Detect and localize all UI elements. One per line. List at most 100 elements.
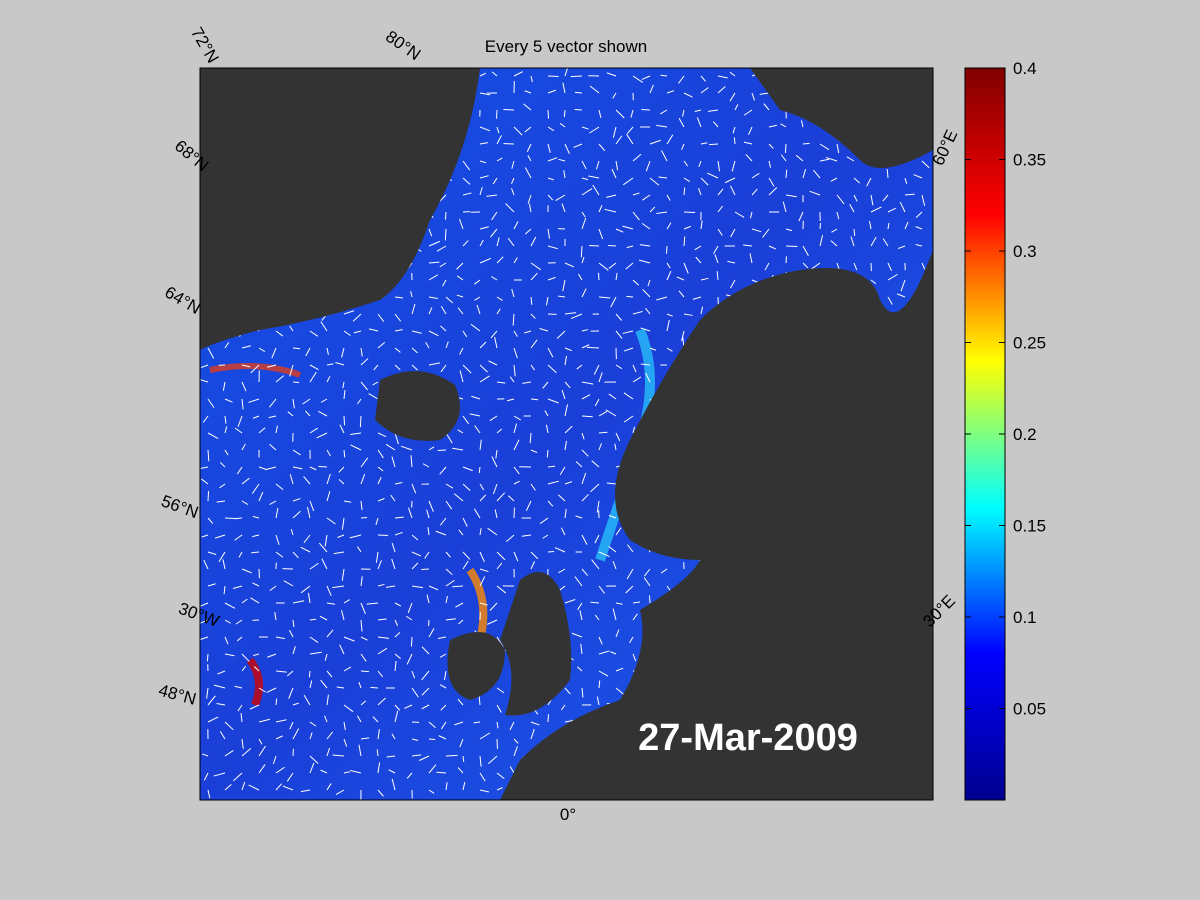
current-vector (300, 585, 311, 594)
current-vector (830, 240, 838, 247)
current-vector (319, 615, 328, 621)
current-vector (853, 228, 856, 237)
current-vector (219, 731, 226, 740)
current-vector (564, 347, 572, 352)
current-vector (411, 551, 422, 557)
current-vector (360, 653, 367, 662)
current-vector (513, 330, 518, 337)
current-vector (625, 585, 634, 594)
current-vector (358, 682, 362, 689)
current-vector (496, 551, 506, 561)
current-vector (224, 426, 228, 434)
current-vector (547, 228, 550, 239)
current-vector (428, 789, 435, 794)
current-vector (445, 551, 451, 558)
current-vector (511, 177, 515, 185)
current-vector (455, 602, 464, 608)
current-vector (488, 360, 498, 366)
current-vector (751, 228, 762, 233)
current-vector (234, 534, 243, 541)
current-vector (292, 381, 300, 384)
current-vector (598, 143, 606, 152)
current-vector (530, 483, 536, 491)
current-vector (513, 364, 516, 377)
current-vector (509, 766, 515, 774)
current-vector (626, 568, 634, 580)
current-vector (559, 123, 566, 128)
current-vector (489, 228, 498, 238)
current-vector (564, 381, 571, 389)
map-frame (199, 67, 934, 801)
current-vector (224, 449, 229, 456)
current-vector (411, 483, 417, 494)
current-vector (577, 666, 583, 672)
current-vector (802, 169, 807, 179)
current-vector (547, 714, 550, 723)
current-vector (462, 177, 471, 185)
current-vector (593, 364, 600, 375)
current-vector (523, 103, 532, 111)
current-vector (214, 534, 226, 539)
current-vector (462, 782, 466, 791)
current-vector (598, 109, 602, 118)
current-vector (479, 160, 487, 164)
current-vector (266, 687, 277, 693)
current-vector (692, 296, 702, 300)
current-vector (530, 398, 539, 401)
current-vector (591, 559, 600, 570)
current-vector (608, 514, 617, 519)
current-vector (608, 393, 617, 400)
current-vector (241, 381, 247, 392)
current-vector (666, 347, 673, 352)
current-vector (377, 341, 386, 349)
current-vector (258, 764, 266, 774)
current-vector (570, 75, 583, 78)
current-vector (353, 330, 362, 334)
current-vector (486, 194, 498, 197)
current-vector (496, 562, 503, 570)
current-vector (202, 415, 209, 423)
current-vector (564, 719, 574, 723)
colorbar-tick-label: 0.15 (1013, 517, 1046, 536)
current-vector (411, 330, 422, 334)
current-vector (570, 313, 583, 320)
current-vector (411, 562, 419, 570)
current-vector (440, 325, 447, 332)
current-vector (462, 483, 471, 492)
current-vector (200, 379, 209, 383)
current-vector (589, 85, 600, 94)
current-vector (224, 619, 231, 624)
current-vector (707, 172, 719, 179)
current-vector (426, 594, 430, 604)
current-vector (203, 772, 209, 781)
current-vector (391, 456, 396, 468)
current-vector (309, 732, 313, 740)
current-vector (445, 483, 454, 489)
current-vector (479, 364, 488, 373)
current-vector (470, 323, 481, 332)
current-vector (730, 228, 736, 238)
current-vector (492, 483, 498, 495)
current-vector (564, 68, 569, 77)
current-vector (496, 126, 500, 134)
current-vector (614, 443, 617, 451)
current-vector (458, 619, 464, 625)
current-vector (408, 507, 413, 519)
current-vector (372, 716, 379, 723)
current-vector (853, 194, 858, 202)
current-vector (343, 738, 348, 747)
current-vector (479, 187, 483, 196)
current-vector (241, 747, 252, 757)
current-vector (564, 425, 573, 434)
current-vector (547, 398, 559, 404)
current-vector (598, 443, 602, 451)
current-vector (748, 126, 753, 135)
current-vector (200, 466, 209, 469)
current-vector (513, 415, 521, 421)
current-vector (576, 364, 583, 370)
current-vector (784, 143, 787, 153)
current-vector (428, 307, 433, 315)
current-vector (258, 491, 264, 502)
current-vector (539, 517, 549, 524)
current-vector (435, 530, 447, 536)
